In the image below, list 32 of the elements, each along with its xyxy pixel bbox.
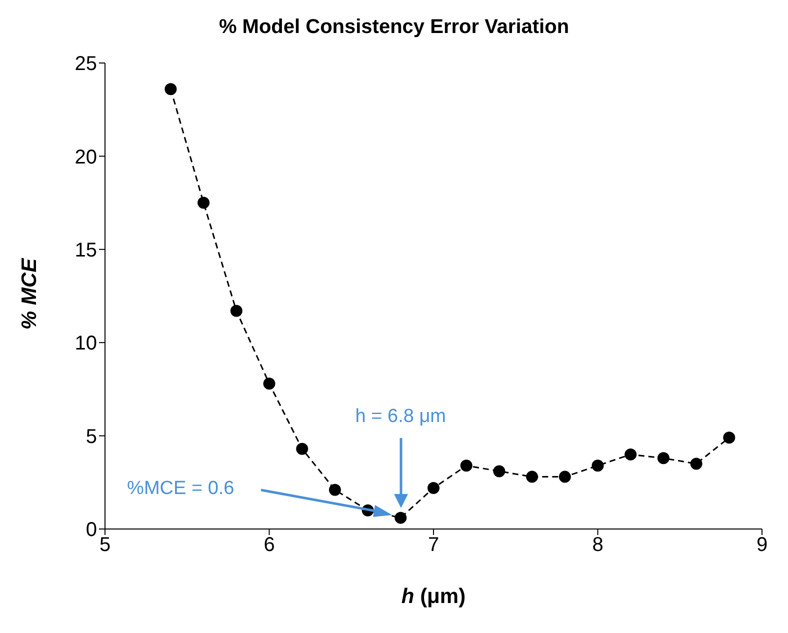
y-axis-title: % MCE xyxy=(18,256,42,332)
point xyxy=(657,452,670,464)
y-tick-label: 20 xyxy=(74,146,97,168)
point xyxy=(460,460,472,472)
point xyxy=(296,442,308,455)
x-tick-label: 8 xyxy=(592,534,604,556)
x-tick-label: 7 xyxy=(428,534,440,556)
point xyxy=(558,470,571,483)
point xyxy=(230,304,242,317)
y-tick-label: 25 xyxy=(74,53,97,76)
point xyxy=(328,484,341,496)
annotation: %MCE = 0.6 xyxy=(126,478,236,500)
point xyxy=(164,83,177,96)
annotation: h = 6.8 μm xyxy=(354,406,447,428)
point xyxy=(690,458,702,470)
y-tick-label: 15 xyxy=(74,240,97,262)
chart-title: % Model Consistency Error Variation xyxy=(218,16,570,39)
point xyxy=(428,482,440,494)
point xyxy=(493,465,506,478)
point xyxy=(394,512,407,524)
x-tick-label: 9 xyxy=(756,534,768,556)
point xyxy=(198,196,210,209)
y-tick-label: 5 xyxy=(86,426,97,448)
point xyxy=(592,460,604,472)
x-tick-label: 6 xyxy=(264,534,275,556)
y-tick-label: 10 xyxy=(74,332,97,355)
point xyxy=(624,448,637,460)
y-tick-label: 0 xyxy=(86,519,97,542)
x-axis-title: h (μm) xyxy=(400,585,467,609)
point xyxy=(263,378,276,390)
point xyxy=(723,432,736,444)
point xyxy=(526,470,538,483)
